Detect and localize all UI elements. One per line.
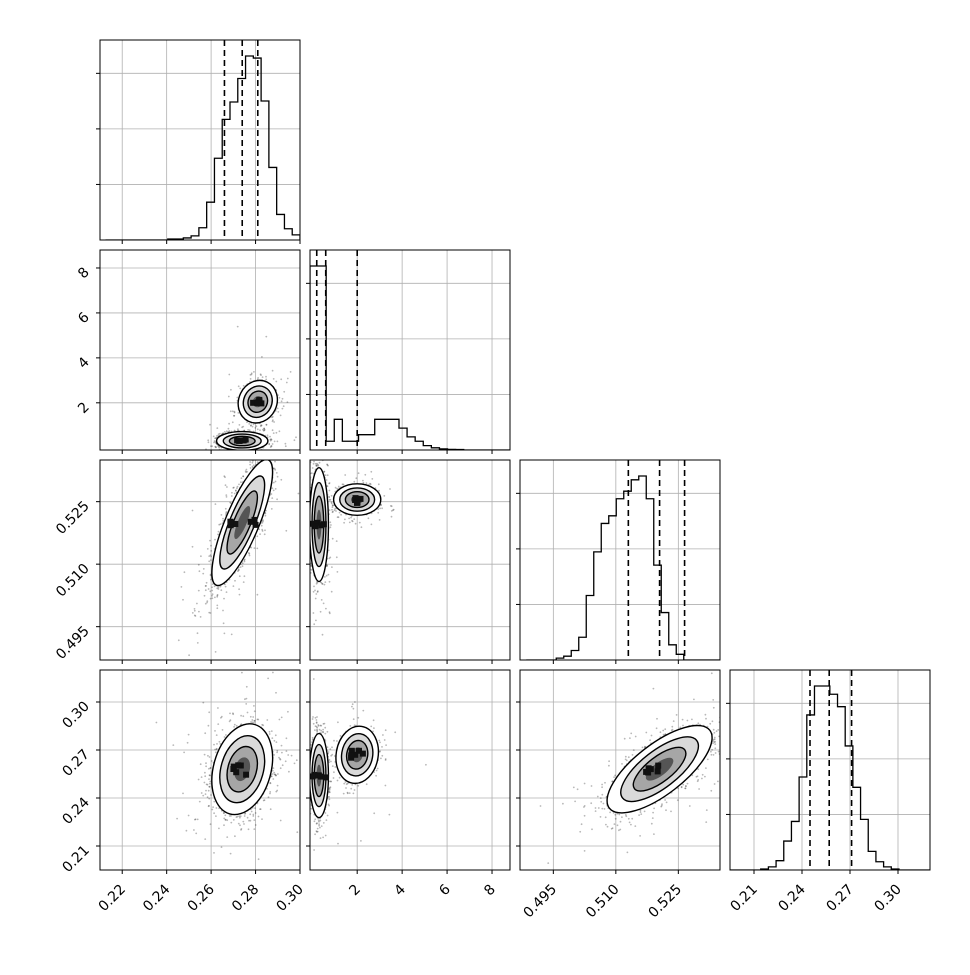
y-tick-label: 2 [75, 399, 93, 417]
density-bin [360, 751, 366, 757]
histogram-panel-1 [306, 250, 512, 454]
y-tick-label: 0.525 [53, 498, 93, 538]
x-tick-label: 0.24 [775, 881, 808, 914]
panel-frame [100, 250, 300, 450]
x-tick-label: 0.525 [645, 882, 685, 922]
density-bin [319, 522, 325, 528]
histogram-panel-2 [516, 460, 721, 664]
scatter-panel-0-2 [96, 399, 307, 720]
panel-content [130, 399, 307, 720]
density-bin [310, 773, 316, 779]
y-tick-label: 0.24 [59, 794, 92, 827]
y-tick-label: 0.30 [59, 699, 92, 732]
density-bin [254, 400, 260, 406]
x-tick-label: 0.24 [140, 881, 173, 914]
panel-frame [100, 40, 300, 240]
x-tick-label: 0.27 [823, 882, 856, 915]
panel-content [290, 364, 395, 691]
panel-content [509, 672, 778, 886]
x-tick-label: 0.30 [273, 882, 306, 915]
y-tick-label: 0.495 [53, 623, 93, 663]
scatter-panel-1-2 [290, 364, 510, 691]
x-tick-label: 6 [436, 881, 454, 899]
x-tick-label: 0.26 [185, 881, 218, 914]
density-bin [655, 763, 661, 769]
density-bin [235, 762, 241, 768]
density-bin [243, 437, 249, 443]
y-tick-label: 4 [75, 354, 93, 372]
x-tick-label: 0.30 [871, 882, 904, 915]
scatter-points [290, 364, 395, 691]
density-bin [355, 500, 361, 506]
panel-frame [520, 460, 720, 660]
y-tick-label: 8 [75, 264, 93, 282]
density-bin [234, 438, 240, 444]
histogram-panel-3 [726, 670, 930, 874]
scatter-panel-1-3 [288, 670, 511, 878]
y-tick-label: 6 [75, 309, 93, 327]
scatter-panel-0-1 [96, 250, 300, 472]
density-bin [313, 523, 319, 529]
y-tick-label: 0.510 [53, 561, 93, 601]
x-tick-label: 4 [391, 881, 409, 899]
density-bin [348, 752, 354, 758]
density-bin [233, 769, 239, 775]
histogram-step [106, 56, 308, 240]
density-bin [323, 774, 329, 780]
x-tick-label: 0.21 [727, 882, 760, 915]
x-tick-label: 0.28 [229, 882, 262, 915]
density-bin [645, 770, 651, 776]
x-tick-label: 0.495 [520, 882, 560, 922]
histogram-step [310, 266, 512, 450]
density-bin [655, 768, 661, 774]
x-tick-label: 2 [346, 882, 364, 900]
x-tick-label: 0.510 [583, 882, 623, 922]
histogram-step [526, 476, 721, 660]
x-tick-label: 0.22 [96, 882, 129, 915]
panel-frame [310, 250, 510, 450]
y-tick-label: 0.21 [59, 843, 92, 876]
density-bin [243, 772, 249, 778]
scatter-panel-2-3 [509, 670, 778, 887]
y-tick-label: 0.27 [59, 747, 92, 780]
x-tick-label: 8 [481, 882, 499, 900]
histogram-panel-0 [96, 40, 308, 244]
density-bin [248, 519, 254, 525]
density-bin [227, 519, 233, 525]
density-bin [304, 522, 310, 528]
